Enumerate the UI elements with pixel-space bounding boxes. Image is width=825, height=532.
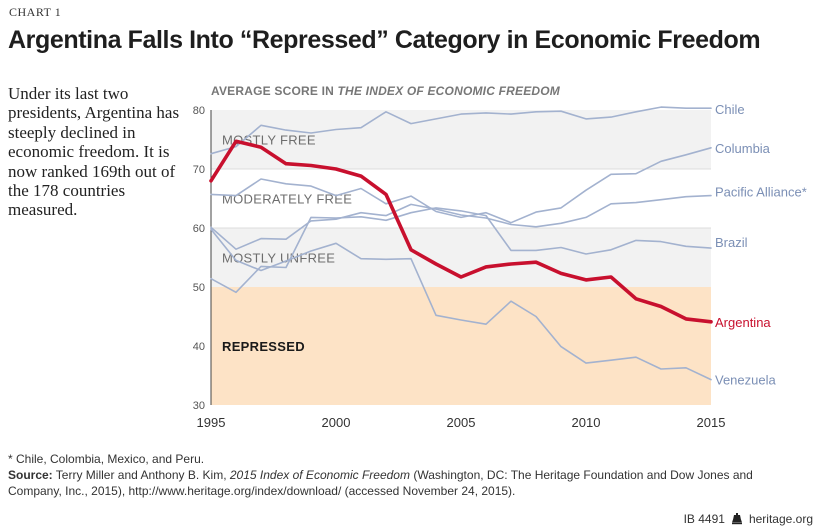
series-label: Columbia [715,141,771,156]
category-label: MOSTLY UNFREE [222,251,335,266]
category-label: MODERATELY FREE [222,192,352,207]
subtitle-emphasis: THE INDEX OF ECONOMIC FREEDOM [337,84,561,98]
x-tick-label: 2015 [697,415,726,430]
y-tick-label: 40 [193,341,205,353]
x-tick-label: 2000 [322,415,351,430]
series-label: Pacific Alliance* [715,185,807,200]
source-authors: Terry Miller and Anthony B. Kim, [52,468,230,482]
footer-site: heritage.org [748,512,813,526]
liberty-bell-icon [731,513,742,525]
category-band [211,110,711,169]
chart-title: Argentina Falls Into “Repressed” Categor… [8,26,761,54]
footnote: * Chile, Colombia, Mexico, and Peru. [8,452,205,466]
chart-subtitle: AVERAGE SCORE IN THE INDEX OF ECONOMIC F… [211,84,560,98]
y-tick-label: 70 [193,164,205,176]
series-line [210,194,712,250]
y-tick-label: 60 [193,223,205,235]
series-line [209,139,713,324]
series-line [210,207,712,294]
y-tick-label: 80 [193,105,205,117]
source-label: Source: [8,468,53,482]
chart-number: CHART 1 [9,5,62,19]
series-line [210,228,712,381]
source-work: 2015 Index of Economic Freedom [229,468,410,482]
footer-brand: IB 4491 heritage.org [684,512,813,526]
intro-text: Under its last two presidents, Argentina… [8,84,180,220]
series-line [210,106,712,155]
series-label: Argentina [715,315,771,330]
series-label: Venezuela [715,373,776,388]
series-line [210,147,712,224]
source-note: Source: Terry Miller and Anthony B. Kim,… [8,467,808,499]
subtitle-prefix: AVERAGE SCORE IN [211,84,338,98]
category-band [211,287,711,405]
series-label: Brazil [715,235,748,250]
y-tick-label: 30 [193,400,205,412]
y-tick-label: 50 [193,282,205,294]
source-rest: (Washington, DC: The Heritage Foundation… [8,468,753,498]
x-tick-label: 1995 [197,415,226,430]
x-tick-label: 2005 [447,415,476,430]
series-label: Chile [715,102,745,117]
footer-id: IB 4491 [683,512,725,526]
category-label: REPRESSED [222,339,305,354]
x-tick-label: 2010 [572,415,601,430]
